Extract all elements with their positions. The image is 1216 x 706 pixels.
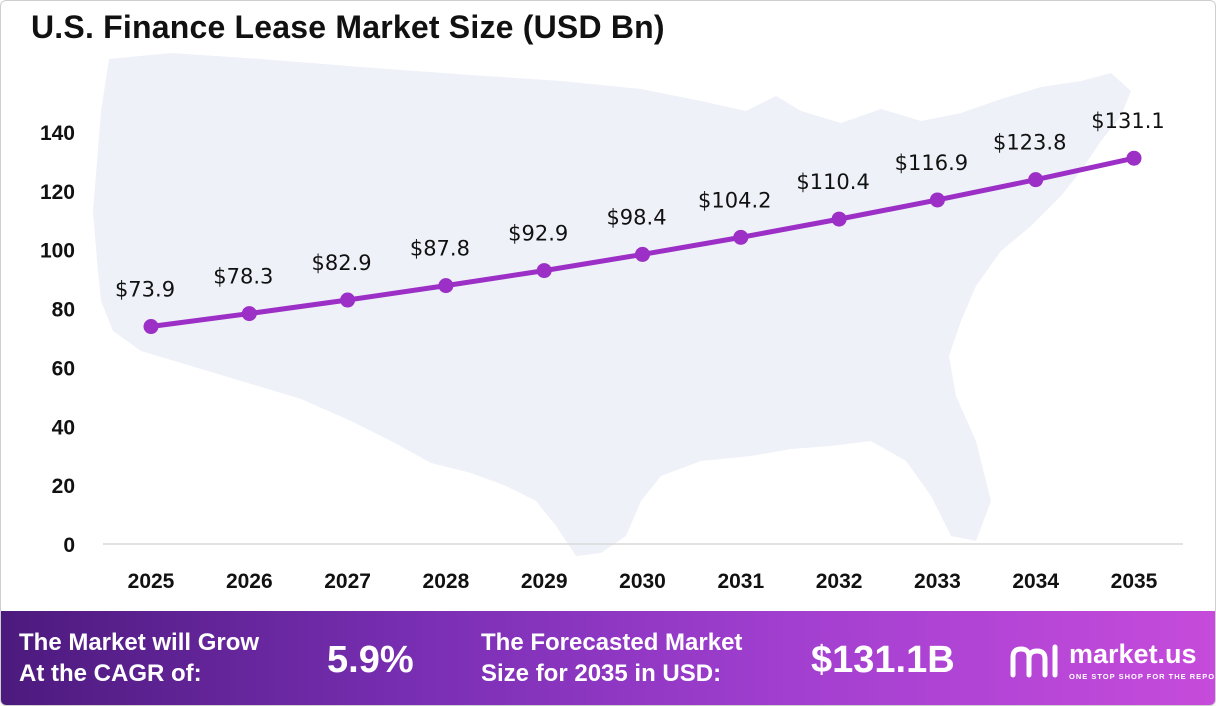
- x-tick-label: 2032: [816, 570, 863, 593]
- data-point: [438, 278, 454, 294]
- forecast-caption: The Forecasted Market Size for 2035 in U…: [481, 627, 781, 689]
- data-label: $104.2: [698, 188, 771, 212]
- us-map-background: [93, 53, 1131, 556]
- data-point: [1028, 172, 1044, 188]
- data-label: $116.9: [895, 151, 968, 175]
- data-point: [831, 211, 847, 227]
- data-point: [733, 229, 749, 245]
- x-tick-label: 2028: [423, 570, 470, 593]
- market-us-logo-icon: [1010, 644, 1058, 678]
- y-tick-label: 80: [52, 299, 75, 322]
- data-label: $110.4: [796, 170, 869, 194]
- data-point: [929, 192, 945, 208]
- data-label: $73.9: [115, 278, 175, 302]
- x-tick-label: 2031: [717, 570, 764, 593]
- data-label: $87.8: [410, 237, 470, 261]
- x-tick-label: 2034: [1012, 570, 1059, 593]
- y-tick-label: 140: [40, 122, 75, 145]
- forecast-caption-line2: Size for 2035 in USD:: [481, 660, 722, 687]
- data-label: $82.9: [312, 251, 372, 275]
- data-label: $98.4: [606, 205, 666, 229]
- cagr-caption-line1: The Market will Grow: [19, 629, 260, 656]
- data-label: $78.3: [213, 265, 273, 289]
- x-tick-label: 2035: [1111, 570, 1158, 593]
- x-tick-label: 2033: [914, 570, 961, 593]
- line-chart: 0 20 40 60 80 100 120 140 2025 2026 2027 2028 2029 2…: [40, 53, 1183, 593]
- data-label: $123.8: [993, 131, 1066, 155]
- forecast-caption-line1: The Forecasted Market: [481, 629, 743, 656]
- y-tick-label: 40: [52, 416, 75, 439]
- footer-banner: The Market will Grow At the CAGR of: 5.9…: [1, 611, 1216, 705]
- forecast-value: $131.1B: [811, 639, 955, 681]
- cagr-value: 5.9%: [327, 639, 414, 681]
- x-tick-label: 2030: [619, 570, 666, 593]
- data-point: [340, 292, 356, 308]
- brand-logo[interactable]: market.us ONE STOP SHOP FOR THE REPORTS: [1007, 635, 1216, 687]
- y-tick-label: 100: [40, 240, 75, 263]
- cagr-caption-line2: At the CAGR of:: [19, 660, 202, 687]
- data-label: $131.1: [1091, 109, 1164, 133]
- data-point: [1126, 150, 1142, 166]
- data-point: [635, 246, 650, 262]
- brand-tagline: ONE STOP SHOP FOR THE REPORTS: [1069, 672, 1216, 681]
- chart-title: U.S. Finance Lease Market Size (USD Bn): [31, 9, 665, 45]
- x-tick-label: 2029: [521, 570, 568, 593]
- x-tick-label: 2025: [128, 570, 175, 593]
- y-tick-label: 60: [52, 357, 75, 380]
- brand-name: market.us: [1069, 639, 1197, 669]
- data-point: [241, 306, 257, 322]
- data-point: [143, 319, 159, 335]
- cagr-caption: The Market will Grow At the CAGR of:: [19, 627, 319, 689]
- data-point: [536, 263, 552, 279]
- y-tick-label: 0: [63, 534, 75, 557]
- x-tick-label: 2026: [226, 570, 273, 593]
- x-tick-label: 2027: [324, 570, 371, 593]
- y-tick-label: 120: [40, 181, 75, 204]
- data-label: $92.9: [508, 222, 568, 246]
- y-tick-label: 20: [52, 475, 75, 498]
